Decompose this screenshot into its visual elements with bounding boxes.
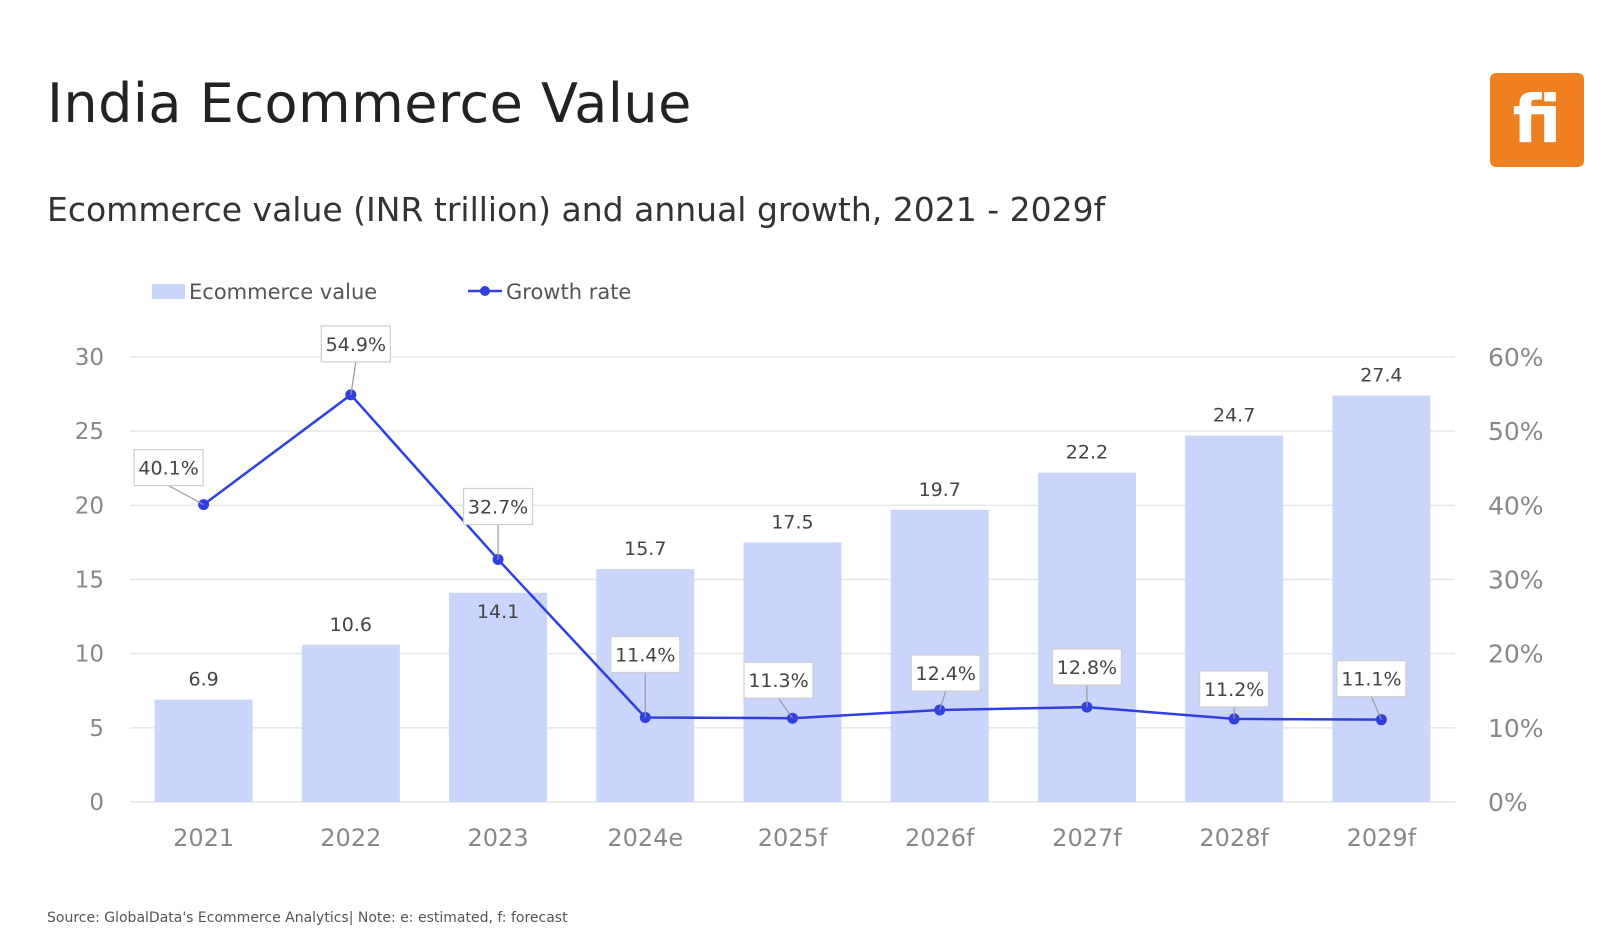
x-tick-label: 2021 — [173, 824, 234, 852]
callout-leader — [350, 361, 357, 395]
callout-box — [1336, 660, 1407, 698]
callout-leader — [939, 690, 947, 711]
callout-box — [133, 448, 204, 487]
legend-label-line: Growth rate — [506, 280, 631, 304]
bar-value-label: 27.4 — [1360, 365, 1402, 387]
page-title: India Ecommerce Value — [47, 72, 692, 135]
callout-box — [462, 487, 534, 526]
callout-leader — [1370, 696, 1382, 720]
bar-value-label: 24.7 — [1213, 405, 1255, 427]
y2-tick-label: 50% — [1488, 417, 1544, 446]
y-tick-label: 5 — [89, 716, 104, 742]
callout-box — [320, 325, 391, 363]
y2-tick-label: 30% — [1488, 566, 1544, 595]
callout-box — [610, 635, 681, 674]
bar — [301, 644, 400, 802]
x-tick-label: 2029f — [1347, 824, 1417, 852]
x-tick-label: 2025f — [758, 824, 828, 852]
x-tick-label: 2027f — [1052, 824, 1122, 852]
bar — [1037, 472, 1136, 802]
callout-box — [910, 654, 981, 692]
bar-value-label: 6.9 — [189, 669, 219, 691]
growth-rate-label: 40.1% — [138, 458, 198, 480]
x-tick-label: 2026f — [905, 824, 975, 852]
callout-box — [1199, 670, 1270, 708]
source-note: Source: GlobalData's Ecommerce Analytics… — [47, 910, 568, 926]
y-tick-label: 10 — [75, 642, 104, 668]
y2-tick-label: 0% — [1488, 788, 1528, 817]
growth-rate-label: 54.9% — [326, 334, 386, 356]
bar — [1185, 435, 1284, 802]
bar-value-label: 10.6 — [330, 614, 372, 636]
y-tick-label: 25 — [75, 419, 104, 445]
y-tick-label: 30 — [75, 345, 104, 371]
y-tick-label: 15 — [75, 568, 104, 594]
x-tick-label: 2023 — [468, 824, 529, 852]
growth-rate-label: 11.3% — [748, 670, 808, 692]
legend-swatch-marker — [480, 286, 490, 296]
bar-value-label: 17.5 — [771, 511, 813, 533]
bar — [154, 699, 253, 802]
bar-value-label: 19.7 — [919, 479, 961, 501]
combo-chart: 6.9 10.6 14.1 15.7 17.5 19.7 22.2 24.7 27.4 40.1%… — [75, 280, 1544, 852]
y2-tick-label: 60% — [1488, 343, 1544, 372]
callout-box — [1051, 648, 1123, 686]
x-tick-label: 2024e — [607, 824, 683, 852]
bar — [1332, 395, 1431, 802]
x-tick-label: 2022 — [320, 824, 381, 852]
x-tick-label: 2028f — [1199, 824, 1269, 852]
legend-label-bar: Ecommerce value — [189, 280, 377, 304]
legend-swatch-bar — [152, 284, 185, 299]
bar — [449, 592, 548, 802]
callout-leader — [168, 485, 204, 506]
callout-leader — [778, 697, 793, 719]
bar-value-label: 14.1 — [477, 601, 519, 623]
y2-tick-label: 10% — [1488, 714, 1544, 743]
growth-rate-label: 32.7% — [468, 496, 528, 518]
y2-tick-label: 20% — [1488, 640, 1544, 669]
brand-logo: fi — [1490, 73, 1584, 167]
growth-rate-label: 11.4% — [615, 644, 675, 666]
y2-tick-label: 40% — [1488, 491, 1544, 520]
growth-rate-label: 12.4% — [916, 663, 976, 685]
bar-value-label: 22.2 — [1066, 442, 1108, 464]
y-tick-label: 20 — [75, 493, 104, 519]
y-tick-label: 0 — [89, 790, 104, 816]
bar-value-label: 15.7 — [624, 538, 666, 560]
growth-rate-label: 11.1% — [1341, 669, 1401, 691]
callout-box — [743, 661, 814, 699]
growth-rate-label: 11.2% — [1204, 679, 1264, 701]
chart-subtitle: Ecommerce value (INR trillion) and annua… — [47, 190, 1106, 229]
growth-rate-label: 12.8% — [1057, 657, 1117, 679]
